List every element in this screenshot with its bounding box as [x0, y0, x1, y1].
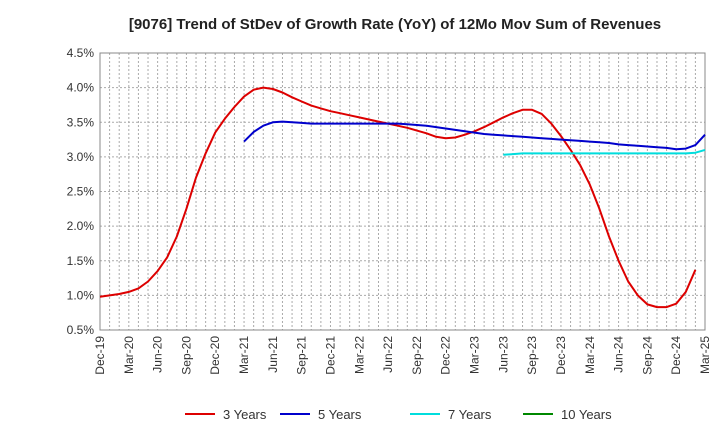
x-tick-label: Dec-21 — [323, 336, 337, 375]
x-tick-label: Jun-21 — [266, 336, 280, 373]
y-tick-label: 3.5% — [67, 115, 95, 129]
x-tick-label: Mar-24 — [583, 336, 597, 374]
y-tick-label: 2.5% — [67, 185, 95, 199]
series-line-5-years — [243, 120, 706, 151]
y-axis: 0.5% 1.0% 1.5% 2.0% 2.5% 3.0% 3.5% 4.0% 4.5% — [67, 46, 95, 337]
x-tick-label: Sep-21 — [295, 336, 309, 375]
x-tick-label: Jun-22 — [381, 336, 395, 373]
x-tick-label: Sep-20 — [179, 336, 193, 375]
legend-label: 3 Years — [223, 407, 267, 422]
grid — [100, 53, 705, 330]
x-tick-label: Dec-20 — [208, 336, 222, 375]
series-lines — [99, 86, 706, 309]
y-tick-label: 4.0% — [67, 81, 95, 95]
legend-label: 7 Years — [448, 407, 492, 422]
x-tick-label: Dec-23 — [554, 336, 568, 375]
x-tick-label: Jun-23 — [496, 336, 510, 373]
x-tick-label: Mar-25 — [698, 336, 712, 374]
x-tick-label: Dec-22 — [439, 336, 453, 375]
y-tick-label: 3.0% — [67, 150, 95, 164]
series-line-3-years — [99, 86, 697, 309]
x-tick-label: Sep-24 — [640, 336, 654, 375]
x-tick-label: Mar-22 — [352, 336, 366, 374]
plot-area — [99, 52, 706, 331]
series-line-7-years — [503, 148, 706, 156]
x-tick-label: Mar-21 — [237, 336, 251, 374]
x-tick-label: Mar-20 — [122, 336, 136, 374]
x-tick-label: Sep-22 — [410, 336, 424, 375]
y-tick-label: 1.0% — [67, 288, 95, 302]
x-tick-label: Jun-24 — [612, 336, 626, 373]
chart-title: [9076] Trend of StDev of Growth Rate (Yo… — [129, 16, 661, 33]
x-tick-label: Dec-19 — [93, 336, 107, 375]
legend-label: 10 Years — [561, 407, 612, 422]
y-tick-label: 2.0% — [67, 219, 95, 233]
x-tick-label: Sep-23 — [525, 336, 539, 375]
legend: 3 Years 5 Years 7 Years 10 Years — [185, 407, 612, 422]
y-tick-label: 0.5% — [67, 323, 95, 337]
legend-label: 5 Years — [318, 407, 362, 422]
x-tick-label: Dec-24 — [669, 336, 683, 375]
y-tick-label: 1.5% — [67, 254, 95, 268]
x-tick-label: Mar-23 — [468, 336, 482, 374]
x-tick-label: Jun-20 — [151, 336, 165, 373]
y-tick-label: 4.5% — [67, 46, 95, 60]
x-axis: Dec-19 Mar-20 Jun-20 Sep-20 Dec-20 Mar-21 Jun-… — [93, 336, 712, 375]
